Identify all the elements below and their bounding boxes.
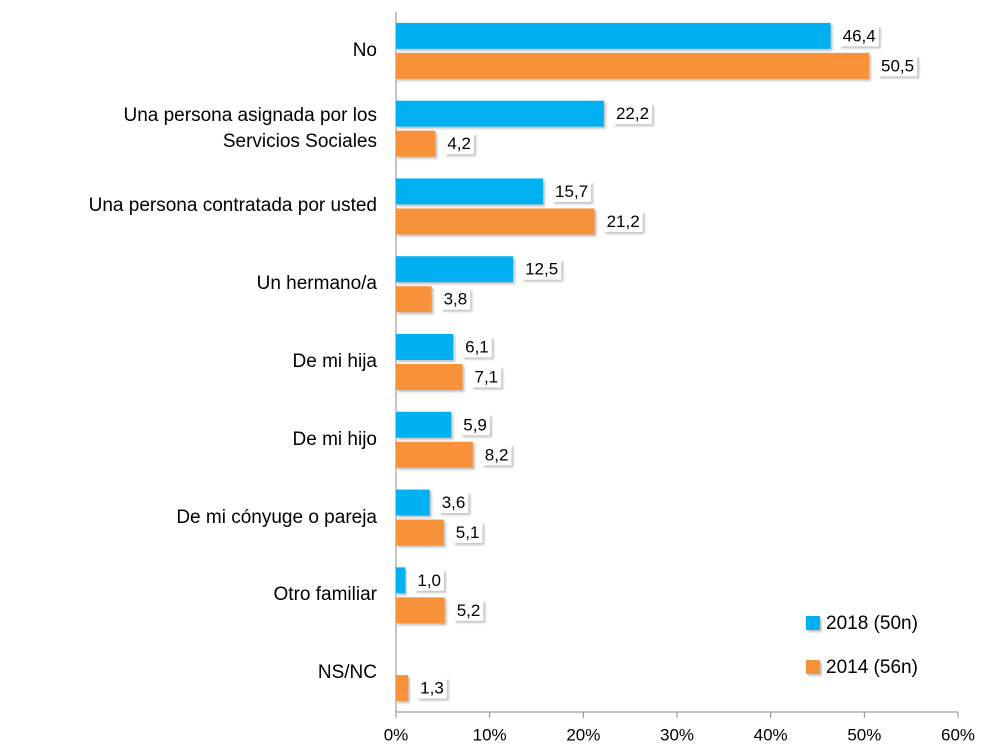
x-tick-label: 40% [754, 725, 788, 744]
bar [396, 441, 473, 468]
y-tick-label: No [352, 39, 377, 61]
legend-label: 2018 (50n) [826, 613, 918, 634]
y-tick-label: Otro familiar [273, 584, 377, 606]
value-label-bg [462, 336, 492, 358]
legend-swatch [806, 660, 820, 674]
value-label-bg [612, 103, 653, 125]
value-label-bg [522, 258, 562, 280]
y-tick-label: Una persona asignada por los Servicios S… [123, 104, 377, 152]
value-label: 46,4 [843, 26, 876, 45]
value-label: 8,2 [485, 445, 509, 464]
bar [396, 597, 445, 624]
value-label: 5,2 [457, 601, 481, 620]
legend-label: 2014 (56n) [826, 657, 918, 678]
value-label-bg [452, 522, 483, 544]
y-tick-label: De mi hijo [292, 428, 377, 450]
value-label-bg [460, 414, 490, 436]
bar [396, 22, 831, 49]
value-label: 21,2 [607, 212, 640, 231]
value-label: 6,1 [465, 337, 489, 356]
value-label: 3,6 [442, 493, 466, 512]
value-label: 50,5 [881, 56, 914, 75]
bar [396, 364, 463, 390]
value-label-bg [839, 25, 879, 47]
x-tick-label: 60% [941, 725, 975, 744]
value-label-bg [417, 677, 447, 699]
x-tick-label: 10% [473, 725, 507, 744]
x-tick-label: 20% [566, 725, 600, 744]
value-label-bg [471, 366, 502, 388]
value-label: 4,2 [447, 134, 471, 153]
x-tick-label: 50% [847, 725, 881, 744]
value-label: 15,7 [555, 182, 588, 201]
value-label-bg [440, 288, 471, 310]
bar [396, 411, 452, 438]
y-tick-label: NS/NC [317, 662, 377, 684]
value-label: 5,1 [456, 523, 480, 542]
value-label: 12,5 [525, 260, 558, 279]
bar [396, 130, 436, 157]
value-label: 1,0 [417, 571, 441, 590]
x-tick-label: 30% [660, 725, 694, 744]
value-label-bg [414, 569, 445, 591]
value-label: 1,3 [420, 679, 444, 698]
bar [396, 489, 430, 516]
value-label: 3,8 [444, 290, 468, 309]
y-tick-label: De mi cónyuge o pareja [176, 506, 377, 528]
value-label-bg [603, 210, 643, 232]
y-tick-label: De mi hija [292, 351, 377, 372]
bar [396, 675, 409, 702]
bar [396, 208, 595, 235]
bar [396, 567, 406, 594]
value-label-bg [878, 55, 918, 77]
bar [396, 286, 432, 313]
value-label: 5,9 [463, 415, 487, 434]
bar [396, 52, 870, 79]
bar [396, 100, 604, 127]
x-tick-label: 0% [384, 725, 409, 744]
bar [396, 519, 444, 546]
value-label: 7,1 [475, 367, 499, 386]
value-label-bg [453, 599, 484, 621]
bar [396, 178, 544, 205]
y-tick-label: Un hermano/a [256, 273, 377, 295]
value-label: 22,2 [616, 104, 649, 123]
legend-swatch [806, 616, 820, 630]
bar [396, 256, 514, 283]
bar [396, 334, 454, 360]
value-label-bg [438, 492, 469, 514]
value-label-bg [552, 180, 592, 202]
value-label-bg [444, 133, 474, 155]
value-label-bg [481, 444, 512, 466]
y-tick-label: Una persona contratada por usted [88, 195, 377, 217]
